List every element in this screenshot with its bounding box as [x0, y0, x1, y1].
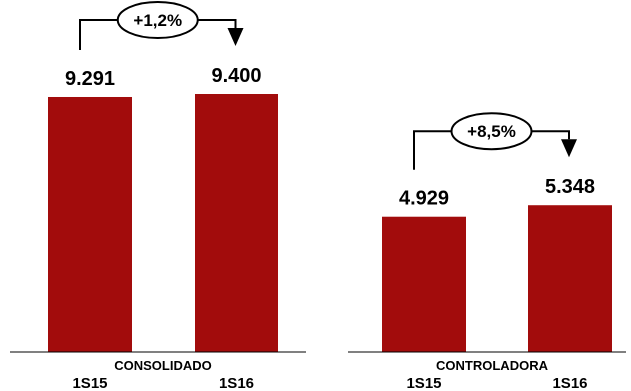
- bar: [48, 96, 132, 352]
- x-tick-label: 1S15: [72, 375, 107, 391]
- data-label: 9.400: [211, 65, 261, 87]
- bar: [195, 94, 278, 352]
- growth-label: +1,2%: [133, 11, 182, 30]
- x-tick-label: 1S16: [552, 375, 587, 391]
- x-tick-label: 1S16: [219, 375, 254, 391]
- bar: [528, 205, 612, 352]
- arrow-head-icon: [227, 28, 244, 46]
- growth-ellipse: [450, 112, 533, 151]
- data-label: 4.929: [399, 188, 449, 210]
- bar: [382, 216, 466, 352]
- data-label: 9.291: [65, 68, 115, 90]
- arrow-head-icon: [561, 139, 577, 158]
- growth-label: +8,5%: [467, 122, 516, 141]
- growth-ellipse: [116, 1, 199, 39]
- data-label: 5.348: [545, 176, 595, 198]
- group-label: CONSOLIDADO: [114, 358, 212, 373]
- x-tick-label: 1S15: [406, 375, 441, 391]
- group-label: CONTROLADORA: [436, 358, 549, 373]
